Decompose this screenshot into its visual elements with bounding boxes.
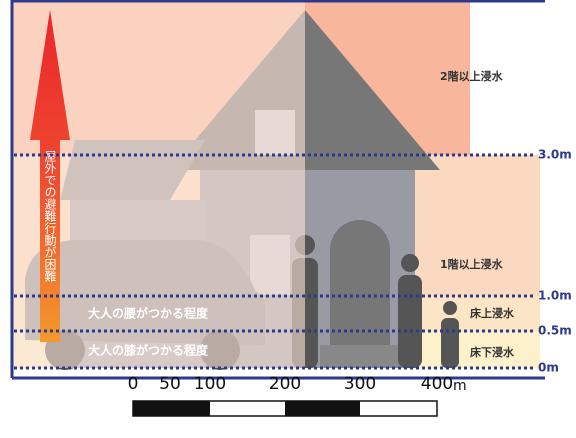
- level-label: 0m: [538, 361, 559, 375]
- zone-label: 2階以上浸水: [440, 69, 504, 83]
- level-label: 1.0m: [538, 289, 572, 303]
- arrow-text: 屋外での避難行動が困難: [43, 150, 57, 282]
- scale-tick: 0: [128, 374, 139, 394]
- scale-tick: 300: [344, 374, 376, 394]
- scale-tick: 100: [194, 374, 226, 394]
- scale-tick: 400: [421, 374, 453, 394]
- zone-label: 床下浸水: [470, 345, 515, 359]
- scale-tick: 50: [159, 374, 181, 394]
- zone-label: 床上浸水: [470, 306, 515, 320]
- scale-tick: 200: [269, 374, 301, 394]
- level-label: 3.0m: [538, 148, 572, 162]
- note: 大人の膝がつかる程度: [88, 343, 209, 358]
- note: 大人の腰がつかる程度: [88, 306, 209, 321]
- scale-unit: m: [453, 378, 467, 394]
- level-label: 0.5m: [538, 324, 572, 338]
- flood-illustration: 屋外での避難行動が困難 3.0m 1.0m 0.5m 0m 2階以上浸水 1階以…: [10, 0, 572, 380]
- zone-label: 1階以上浸水: [440, 257, 504, 271]
- scale-bar: 0 50 100 200 300 400 m: [128, 374, 467, 417]
